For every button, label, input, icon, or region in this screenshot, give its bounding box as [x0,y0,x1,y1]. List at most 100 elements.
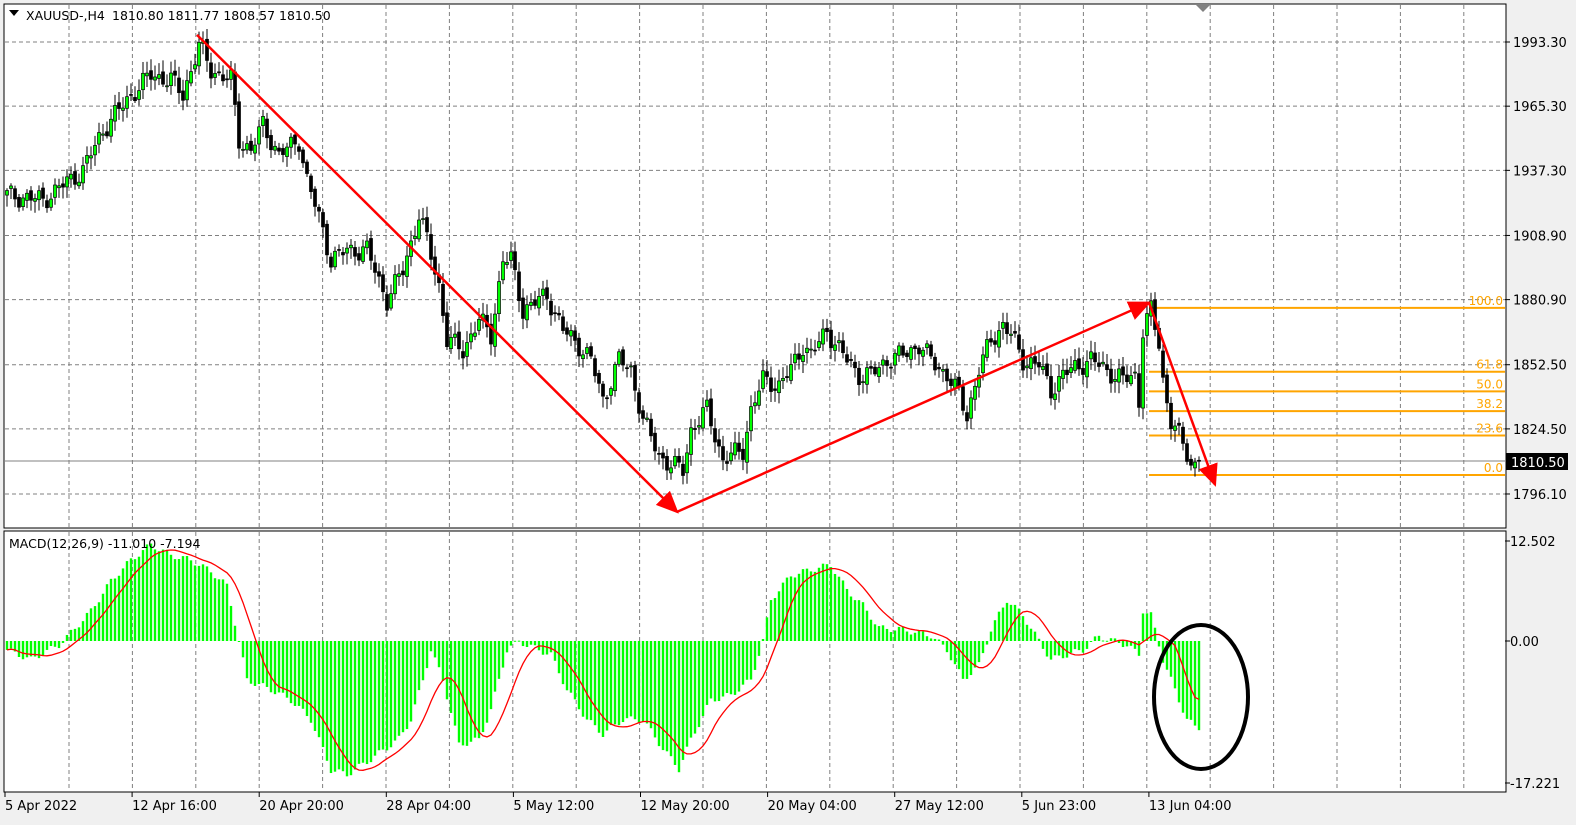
candle [473,332,477,337]
candle [993,340,997,345]
macd-bar [597,641,601,733]
candle [1061,369,1065,379]
macd-bar [549,641,553,653]
candle [609,388,613,396]
macd-bar [513,640,517,642]
macd-bar [1133,641,1137,649]
candle [1129,375,1133,385]
macd-bar [485,641,489,723]
candle [617,351,621,365]
candle [217,71,221,74]
macd-signal-line [6,549,1200,771]
candle [69,173,73,180]
candle [213,73,217,78]
macd-bar [481,641,485,733]
candle [625,367,629,370]
trendline-arrow[interactable] [1147,302,1218,487]
macd-bar [889,632,893,641]
candle [745,431,749,463]
candle [441,283,445,316]
candle [381,274,385,293]
price-tick-label: 1824.50 [1513,423,1567,438]
macd-bar [265,641,269,687]
macd-bar [609,641,613,726]
candle [537,296,541,309]
candle [209,62,213,79]
candle [93,145,97,156]
candle [5,190,9,196]
dropdown-triangle-icon[interactable] [9,10,19,16]
macd-bar [641,641,645,722]
macd-bar [241,641,245,658]
macd-bar [457,641,461,743]
candle [761,370,765,389]
macd-bar [5,641,9,650]
trendline-arrow[interactable] [676,301,1152,514]
trendline-arrow[interactable] [196,34,679,514]
candle [905,352,909,357]
candle [997,330,1001,348]
candle [977,374,981,388]
macd-bar [237,640,241,642]
candle [785,376,789,378]
price-tick-label: 1993.30 [1513,36,1567,51]
fibonacci-retracement[interactable]: 100.0 61.8 50.0 38.2 23.6 0.0 [1149,294,1505,476]
candle [173,70,177,76]
macd-bar [949,641,953,661]
candle [305,161,309,174]
macd-bar [717,641,721,702]
candle [833,344,837,351]
candle [545,287,549,299]
macd-bar [1077,641,1081,651]
candle [981,354,985,374]
macd-bar [309,641,313,723]
candle [733,442,737,456]
candle [949,378,953,386]
macd-bar [1001,607,1005,641]
fib-level-label: 100.0 [1469,294,1503,308]
candle [689,427,693,455]
macd-bar [141,550,145,641]
candle [145,72,149,77]
time-axis: 5 Apr 2022 12 Apr 16:00 20 Apr 20:00 28 Apr… [4,792,1231,814]
candle [705,399,709,407]
macd-bar [133,559,137,641]
candle [461,351,465,359]
macd-bar [1081,641,1085,653]
candle [1077,358,1081,370]
macd-bar [1089,641,1093,642]
candle [233,71,237,105]
macd-bar [229,605,233,641]
candle [273,145,277,151]
candle [725,461,729,464]
macd-bar [677,641,681,773]
macd-bar [293,641,297,706]
macd-bar [705,641,709,705]
candle [589,346,593,357]
trendlines[interactable] [196,34,1218,514]
candle [685,452,689,474]
candle [129,94,133,96]
candle [1173,425,1177,431]
candle [149,70,153,80]
ellipse-annotation[interactable] [1152,623,1250,771]
macd-bar [217,579,221,641]
macd-bar [305,641,309,717]
candle [581,354,585,359]
macd-bar [9,641,13,649]
candle [97,132,101,145]
candle [1145,313,1149,336]
chart-shift-marker-icon[interactable] [1196,5,1210,12]
macd-bar [77,627,81,641]
candle [21,197,25,207]
macd-bar [497,641,501,679]
macd-bar [301,641,305,709]
candle [257,126,261,145]
candle [469,333,473,343]
macd-bar [65,634,69,641]
macd-bar [809,571,813,641]
macd-bar [409,641,413,722]
macd-bar [105,584,109,641]
price-pane[interactable] [3,3,1507,529]
macd-bar [401,641,405,733]
